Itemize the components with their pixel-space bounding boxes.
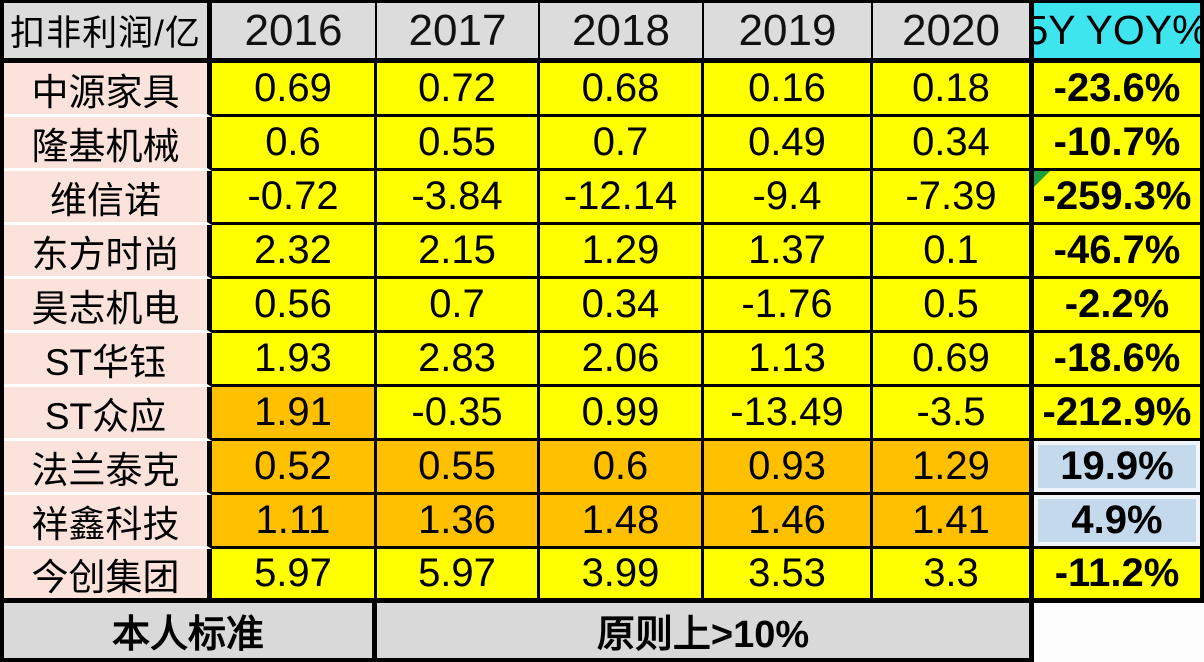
value-cell[interactable]: 1.93 [212,333,377,387]
year-header-cell[interactable]: 2020 [873,3,1034,63]
value-cell[interactable]: 0.5 [873,279,1034,333]
value-cell[interactable]: 2.06 [540,333,704,387]
value-cell[interactable]: 0.7 [540,117,704,171]
value-cell[interactable]: 3.3 [873,549,1034,603]
year-header-cell[interactable]: 2016 [212,3,377,63]
value-cell[interactable]: 2.15 [377,225,540,279]
metric-header-cell[interactable]: 扣非利润/亿 [4,3,212,63]
company-name-cell[interactable]: 今创集团 [4,549,212,603]
company-name-cell[interactable]: ST华钰 [4,333,212,387]
year-header-cell[interactable]: 2019 [704,3,873,63]
yoy-value-cell[interactable]: 4.9% [1034,495,1204,549]
footer-rule-cell[interactable]: 原则上>10% [377,603,1034,662]
yoy-value-cell[interactable]: -212.9% [1034,387,1204,441]
value-cell[interactable]: 0.6 [540,441,704,495]
company-name-cell[interactable]: 隆基机械 [4,117,212,171]
value-cell[interactable]: 0.69 [873,333,1034,387]
yoy-value-cell[interactable]: -46.7% [1034,225,1204,279]
value-cell[interactable]: 2.32 [212,225,377,279]
value-cell[interactable]: 0.1 [873,225,1034,279]
value-cell[interactable]: 5.97 [377,549,540,603]
value-cell[interactable]: 2.83 [377,333,540,387]
value-cell[interactable]: -3.5 [873,387,1034,441]
value-cell[interactable]: -1.76 [704,279,873,333]
value-cell[interactable]: 0.55 [377,117,540,171]
company-name-cell[interactable]: 维信诺 [4,171,212,225]
value-cell[interactable]: 0.52 [212,441,377,495]
company-name-cell[interactable]: 中源家具 [4,63,212,117]
value-cell[interactable]: 0.49 [704,117,873,171]
value-cell[interactable]: 0.93 [704,441,873,495]
value-cell[interactable]: 1.37 [704,225,873,279]
value-cell[interactable]: 1.48 [540,495,704,549]
company-name-cell[interactable]: ST众应 [4,387,212,441]
value-cell[interactable]: 0.16 [704,63,873,117]
value-cell[interactable]: 1.41 [873,495,1034,549]
yoy-value-cell[interactable]: -10.7% [1034,117,1204,171]
value-cell[interactable]: 1.11 [212,495,377,549]
value-cell[interactable]: 0.18 [873,63,1034,117]
value-cell[interactable]: -0.35 [377,387,540,441]
value-cell[interactable]: -0.72 [212,171,377,225]
yoy-value-cell[interactable]: -18.6% [1034,333,1204,387]
value-cell[interactable]: 1.29 [540,225,704,279]
value-cell[interactable]: 0.99 [540,387,704,441]
value-cell[interactable]: 0.72 [377,63,540,117]
value-cell[interactable]: 1.91 [212,387,377,441]
yoy-value-cell[interactable]: -2.2% [1034,279,1204,333]
year-header-cell[interactable]: 2017 [377,3,540,63]
value-cell[interactable]: 0.55 [377,441,540,495]
yoy-header-cell[interactable]: 5Y YOY% [1034,3,1204,63]
yoy-value-cell[interactable]: -11.2% [1034,549,1204,603]
value-cell[interactable]: -9.4 [704,171,873,225]
yoy-value-cell[interactable]: -23.6% [1034,63,1204,117]
value-cell[interactable]: 0.56 [212,279,377,333]
value-cell[interactable]: 3.53 [704,549,873,603]
value-cell[interactable]: 1.46 [704,495,873,549]
value-cell[interactable]: 0.34 [873,117,1034,171]
company-name-cell[interactable]: 祥鑫科技 [4,495,212,549]
company-name-cell[interactable]: 东方时尚 [4,225,212,279]
value-cell[interactable]: 1.36 [377,495,540,549]
value-cell[interactable]: -3.84 [377,171,540,225]
value-cell[interactable]: 1.29 [873,441,1034,495]
value-cell[interactable]: -12.14 [540,171,704,225]
value-cell[interactable]: 0.34 [540,279,704,333]
footer-standard-cell[interactable]: 本人标准 [4,603,377,662]
yoy-value-cell[interactable]: -259.3% [1034,171,1204,225]
value-cell[interactable]: 5.97 [212,549,377,603]
value-cell[interactable]: 0.68 [540,63,704,117]
value-cell[interactable]: 0.7 [377,279,540,333]
value-cell[interactable]: 1.13 [704,333,873,387]
value-cell[interactable]: 3.99 [540,549,704,603]
year-header-cell[interactable]: 2018 [540,3,704,63]
value-cell[interactable]: 0.6 [212,117,377,171]
value-cell[interactable]: 0.69 [212,63,377,117]
footer-empty-cell[interactable] [1034,603,1204,662]
company-name-cell[interactable]: 昊志机电 [4,279,212,333]
value-cell[interactable]: -13.49 [704,387,873,441]
company-name-cell[interactable]: 法兰泰克 [4,441,212,495]
yoy-value-cell[interactable]: 19.9% [1034,441,1204,495]
value-cell[interactable]: -7.39 [873,171,1034,225]
